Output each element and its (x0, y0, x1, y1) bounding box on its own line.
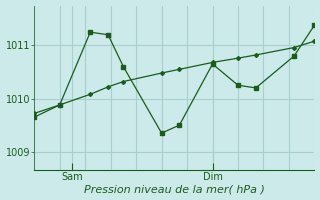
X-axis label: Pression niveau de la mer( hPa ): Pression niveau de la mer( hPa ) (84, 184, 265, 194)
